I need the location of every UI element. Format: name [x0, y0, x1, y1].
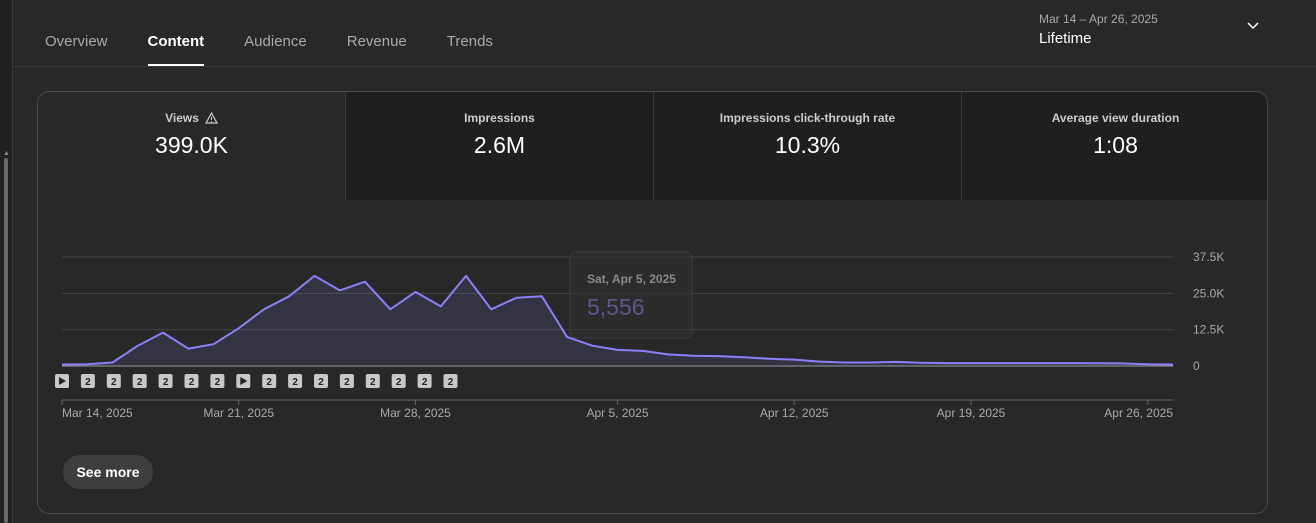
x-tick-label: Mar 21, 2025: [203, 406, 274, 420]
chevron-down-icon: [1247, 22, 1259, 30]
x-tick-label: Mar 14, 2025: [62, 406, 133, 420]
metric-tab-impressions[interactable]: Impressions 2.6M: [345, 92, 653, 200]
left-rail: ▲: [0, 0, 13, 523]
svg-text:2: 2: [215, 377, 221, 388]
tooltip-date: Sat, Apr 5, 2025: [587, 272, 676, 286]
y-tick-label: 25.0K: [1193, 286, 1224, 300]
short-marker-badge[interactable]: 2: [184, 374, 199, 388]
scrollbar-thumb[interactable]: [4, 158, 8, 523]
svg-text:2: 2: [137, 377, 143, 388]
short-marker-badge[interactable]: 2: [80, 374, 95, 388]
tab-content[interactable]: Content: [147, 0, 204, 66]
x-tick-label: Apr 19, 2025: [937, 406, 1006, 420]
short-marker-badge[interactable]: 2: [288, 374, 303, 388]
video-marker-icon[interactable]: [236, 374, 251, 388]
svg-text:2: 2: [266, 377, 272, 388]
short-marker-badge[interactable]: 2: [210, 374, 225, 388]
svg-text:2: 2: [344, 377, 350, 388]
short-marker-badge[interactable]: 2: [132, 374, 147, 388]
date-range-dropdown[interactable]: Mar 14 – Apr 26, 2025 Lifetime: [1039, 8, 1269, 54]
x-tick-label: Mar 28, 2025: [380, 406, 451, 420]
metric-label: Average view duration: [1051, 111, 1180, 125]
metric-value: 1:08: [1093, 132, 1138, 158]
metric-tab-avg-view-duration[interactable]: Average view duration 1:08: [961, 92, 1267, 200]
x-tick-label: Apr 5, 2025: [586, 406, 648, 420]
metric-value: 10.3%: [774, 132, 841, 158]
svg-text:2: 2: [396, 377, 402, 388]
scroll-up-icon[interactable]: ▲: [3, 150, 10, 157]
tab-audience[interactable]: Audience: [244, 33, 307, 50]
svg-text:2: 2: [422, 377, 428, 388]
date-range-label: Lifetime: [1039, 30, 1092, 47]
svg-text:2: 2: [448, 377, 454, 388]
date-range-text: Mar 14 – Apr 26, 2025: [1039, 12, 1158, 26]
tab-revenue[interactable]: Revenue: [346, 33, 407, 50]
tooltip-value: 5,556: [587, 294, 645, 320]
metric-value: 399.0K: [155, 132, 228, 158]
see-more-button[interactable]: See more: [63, 455, 153, 489]
metric-label: Views: [165, 111, 199, 125]
tab-overview[interactable]: Overview: [45, 33, 108, 50]
x-tick-label: Apr 12, 2025: [760, 406, 829, 420]
tab-bar: Overview Content Audience Revenue Trends: [45, 0, 533, 66]
tab-trends[interactable]: Trends: [446, 33, 493, 50]
svg-text:2: 2: [189, 377, 195, 388]
metric-label: Impressions click-through rate: [719, 111, 896, 125]
y-tick-label: 37.5K: [1193, 250, 1224, 264]
chart-tooltip: Sat, Apr 5, 2025 5,556: [569, 251, 693, 339]
short-marker-badge[interactable]: 2: [339, 374, 354, 388]
short-marker-badge[interactable]: 2: [106, 374, 121, 388]
metric-tabs: Views 399.0K Impressions 2.6M Impression…: [38, 92, 1267, 200]
short-marker-badge[interactable]: 2: [262, 374, 277, 388]
video-marker-icon[interactable]: [55, 374, 69, 388]
svg-text:2: 2: [163, 377, 169, 388]
svg-text:2: 2: [111, 377, 117, 388]
svg-text:2: 2: [370, 377, 376, 388]
short-marker-badge[interactable]: 2: [365, 374, 380, 388]
y-tick-label: 12.5K: [1193, 323, 1224, 337]
svg-text:2: 2: [85, 377, 91, 388]
metric-tab-views[interactable]: Views 399.0K: [38, 92, 345, 200]
short-marker-badge[interactable]: 2: [443, 374, 458, 388]
metric-label: Impressions: [464, 111, 535, 125]
header-divider: [12, 66, 1316, 67]
views-area: [62, 275, 1173, 366]
short-marker-badge[interactable]: 2: [417, 374, 432, 388]
short-marker-badge[interactable]: 2: [314, 374, 328, 388]
metric-value: 2.6M: [473, 132, 526, 158]
analytics-card: Views 399.0K Impressions 2.6M Impression…: [37, 91, 1268, 514]
short-marker-badge[interactable]: 2: [391, 374, 406, 388]
x-tick-label: Apr 26, 2025: [1104, 406, 1173, 420]
svg-text:2: 2: [318, 377, 324, 388]
svg-text:2: 2: [292, 377, 298, 388]
metric-tab-ctr[interactable]: Impressions click-through rate 10.3%: [653, 92, 961, 200]
views-chart[interactable]: 0 12.5K 25.0K 37.5K Mar 14, 2025 Mar 21, 2025…: [38, 92, 1268, 432]
short-marker-badge[interactable]: 2: [158, 374, 173, 388]
warning-icon: [204, 111, 218, 124]
y-tick-label: 0: [1193, 359, 1200, 373]
